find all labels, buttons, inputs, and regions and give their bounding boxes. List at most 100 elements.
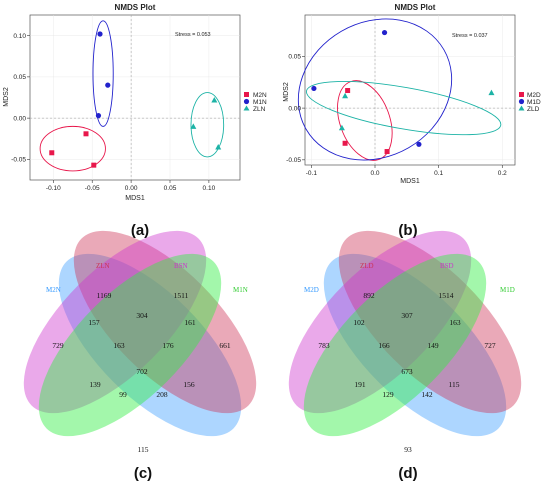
legend-marker-zln [243, 105, 250, 111]
legend-label-zld: ZLD [527, 106, 540, 113]
y-tick-label: 0.00 [288, 105, 301, 112]
stress-label-a: Stress = 0.053 [175, 32, 211, 38]
venn-count: 307 [401, 311, 413, 320]
panel-label-a: (a) [131, 222, 149, 239]
data-point-m1d [311, 85, 317, 92]
venn-set-bsd [288, 230, 472, 414]
venn-count: 727 [484, 341, 496, 350]
plot-title-a: NMDS Plot [115, 3, 156, 12]
points-b [311, 29, 495, 155]
venn-label-zln: ZLN [96, 262, 110, 270]
legend-label-zln: ZLN [253, 106, 266, 113]
venn-count: 1511 [174, 291, 189, 300]
data-point-zln [211, 96, 218, 103]
legend-a: M2N M1N ZLN [243, 92, 267, 113]
venn-count: 1514 [439, 291, 454, 300]
venn-count: 176 [162, 341, 174, 350]
venn-label-m1d: M1D [500, 286, 515, 294]
stress-label-b: Stress = 0.037 [452, 33, 488, 39]
y-axis-label-a: MDS2 [3, 87, 10, 107]
venn-count: 163 [113, 341, 125, 350]
y-tick-label: -0.05 [286, 157, 301, 164]
venn-count: 115 [449, 380, 460, 389]
x-axis-label-b: MDS1 [400, 178, 420, 185]
x-tick-label: 0.10 [203, 185, 216, 192]
nmds-plot-b: NMDS Plot -0.1 0.0 0.1 0.2 -0.05 0.00 0.05 MD… [283, 3, 541, 239]
x-tick-label: 0.2 [498, 170, 507, 177]
x-ticks-a: -0.10 -0.05 0.00 0.05 0.10 [46, 180, 216, 192]
x-tick-label: -0.1 [306, 170, 318, 177]
venn-count: 702 [136, 367, 148, 376]
venn-count: 166 [378, 341, 390, 350]
venn-count: 156 [183, 380, 195, 389]
y-tick-label: 0.05 [13, 74, 26, 81]
y-tick-label: -0.05 [11, 157, 26, 164]
data-point-m1n [95, 113, 102, 119]
x-tick-label: 0.1 [434, 170, 443, 177]
venn-label-m2n: M2N [46, 286, 61, 294]
y-ticks-a: -0.05 0.00 0.05 0.10 [11, 33, 30, 164]
venn-count: 115 [138, 445, 149, 454]
venn-set-bsn [23, 230, 207, 414]
venn-label-bsn: BSN [174, 262, 188, 270]
venn-count: 163 [449, 318, 461, 327]
plot-title-b: NMDS Plot [395, 3, 436, 12]
venn-set-m2d [323, 253, 507, 437]
y-tick-label: 0.00 [13, 115, 26, 122]
ellipses-b [297, 18, 502, 161]
data-point-m1d [416, 141, 422, 147]
venn-count: 208 [156, 390, 168, 399]
data-point-m2d [342, 140, 348, 146]
data-point-m1n [97, 31, 103, 37]
venn-set-zln [73, 230, 257, 414]
venn-label-bsd: BSD [440, 262, 454, 270]
plot-frame-b [304, 14, 516, 166]
data-point-m1n [105, 82, 111, 88]
venn-diagram-c: M2N ZLN BSN M1N 729 1169 1511 661 157 30… [23, 230, 257, 482]
venn-count: 139 [89, 380, 101, 389]
legend-marker-m1d [518, 98, 525, 105]
venn-count: 729 [52, 341, 64, 350]
x-tick-label: 0.00 [125, 185, 138, 192]
x-tick-label: -0.05 [85, 185, 100, 192]
venn-count: 161 [184, 318, 196, 327]
panel-label-b: (b) [398, 222, 417, 239]
grid-a [30, 15, 240, 180]
legend-marker-m2n [244, 92, 249, 97]
venn-count: 102 [353, 318, 365, 327]
legend-label-m1n: M1N [253, 99, 267, 106]
legend-b: M2D M1D ZLD [518, 92, 541, 113]
venn-count: 661 [219, 341, 231, 350]
venn-diagram-d: M2D ZLD BSD M1D 783 892 1514 727 102 307… [288, 230, 522, 482]
venn-count: 142 [421, 390, 433, 399]
venn-set-m1d [303, 253, 487, 437]
venn-set-m2n [58, 253, 242, 437]
y-ticks-b: -0.05 0.00 0.05 [286, 54, 305, 164]
panel-label-c: (c) [134, 465, 152, 482]
venn-count: 129 [382, 390, 394, 399]
venn-label-m2d: M2D [304, 286, 319, 294]
legend-label-m2n: M2N [253, 92, 267, 99]
venn-label-m1n: M1N [233, 286, 248, 294]
legend-label-m2d: M2D [527, 92, 541, 99]
venn-count: 99 [119, 390, 127, 399]
venn-count: 783 [318, 341, 330, 350]
legend-marker-m1n [243, 98, 250, 105]
confidence-ellipse-zld [305, 81, 502, 136]
confidence-ellipse-zln [190, 92, 225, 158]
y-tick-label: 0.05 [288, 54, 301, 61]
venn-set-zld [338, 230, 522, 414]
venn-count: 149 [427, 341, 439, 350]
data-point-m2d [345, 88, 351, 94]
ellipses-a [39, 20, 225, 172]
x-tick-label: -0.10 [46, 185, 61, 192]
data-point-m2n [91, 162, 97, 168]
data-point-m1d [381, 29, 388, 36]
confidence-ellipse-m1d [297, 18, 453, 161]
x-axis-label-a: MDS1 [125, 195, 145, 202]
venn-count: 157 [88, 318, 100, 327]
venn-count: 673 [401, 367, 413, 376]
legend-label-m1d: M1D [527, 99, 541, 106]
legend-marker-m2d [519, 92, 524, 97]
